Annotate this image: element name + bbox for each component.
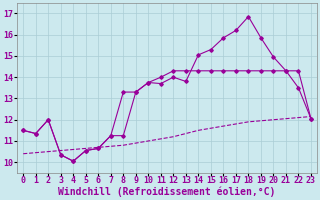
X-axis label: Windchill (Refroidissement éolien,°C): Windchill (Refroidissement éolien,°C) <box>58 187 276 197</box>
